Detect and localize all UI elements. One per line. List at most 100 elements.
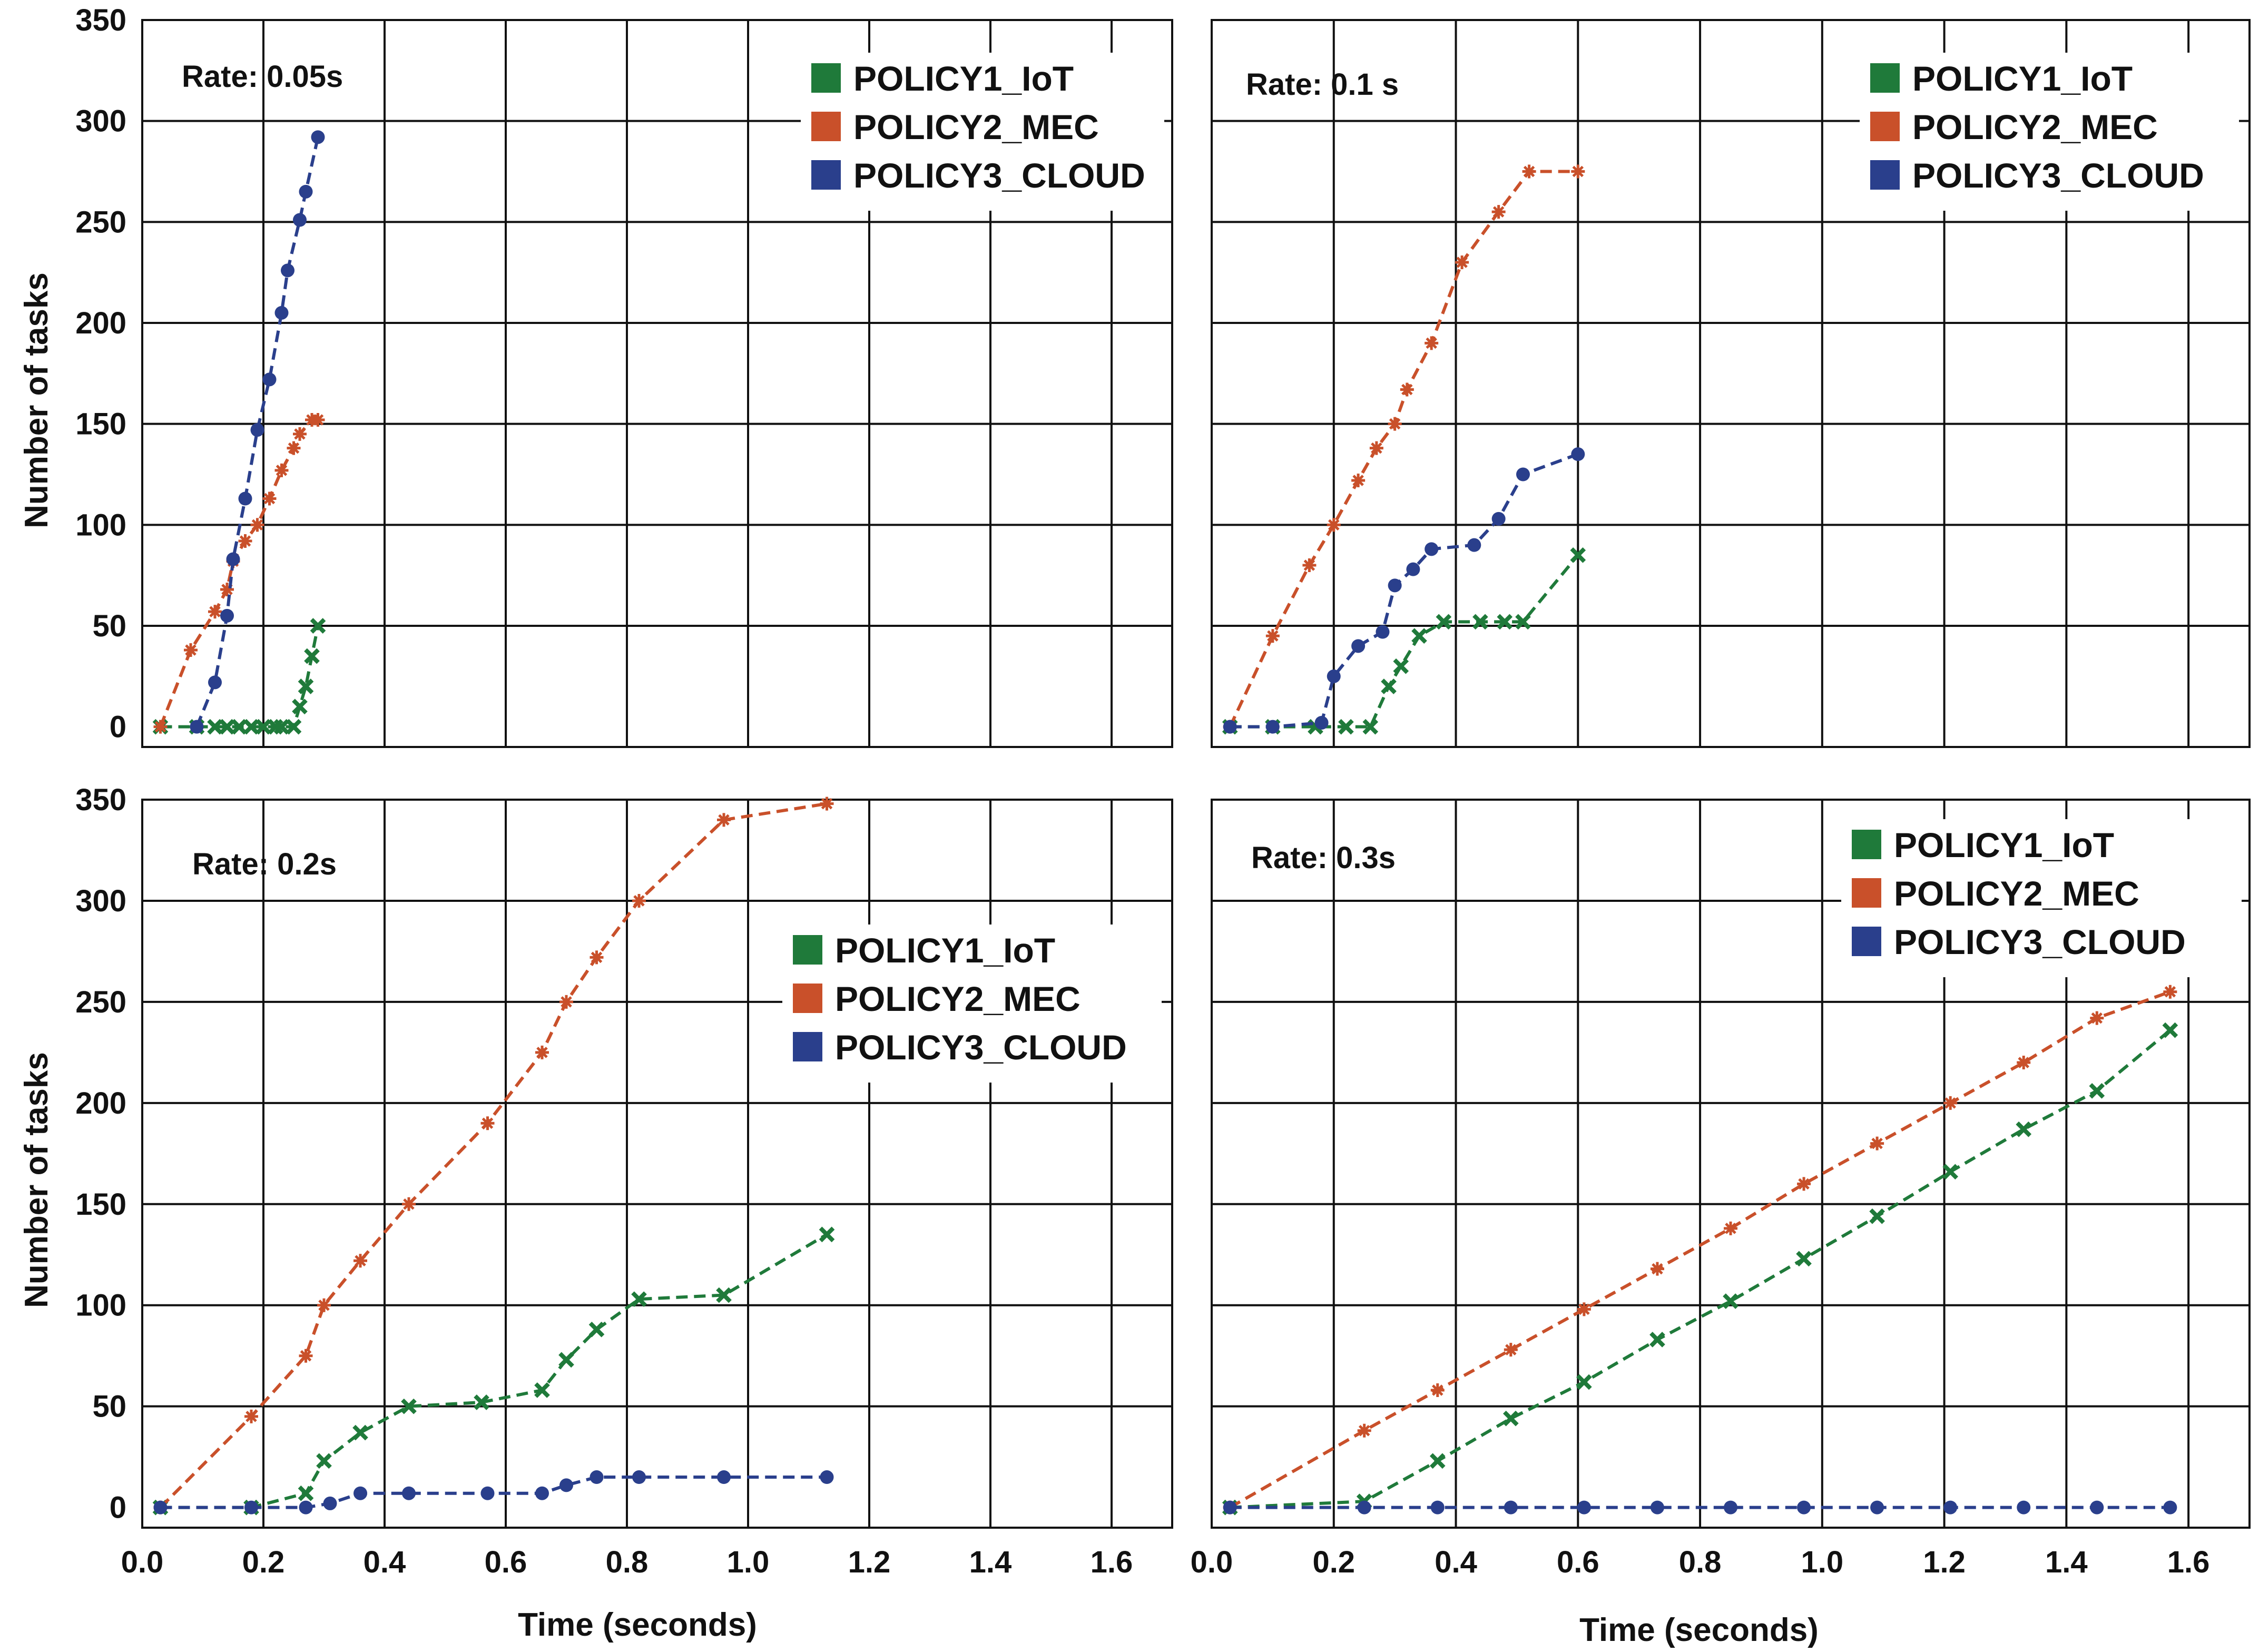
- legend-label: POLICY1_IoT: [1912, 59, 2133, 98]
- legend-box: [782, 925, 1162, 1083]
- legend-swatch: [811, 160, 841, 190]
- panel-title: Rate: 0.3s: [1251, 841, 1396, 875]
- data-point: [2089, 1083, 2105, 1099]
- data-point: [1411, 628, 1427, 644]
- data-point: [292, 699, 308, 715]
- legend-swatch: [811, 112, 841, 141]
- legend-swatch: [793, 984, 822, 1013]
- data-point: [1429, 1453, 1446, 1469]
- data-point: [262, 491, 277, 506]
- data-point: [1870, 1136, 1884, 1150]
- data-point: [1425, 336, 1439, 350]
- data-point: [1455, 255, 1469, 269]
- data-point: [474, 1394, 489, 1410]
- legend-label: POLICY3_CLOUD: [1912, 156, 2204, 195]
- data-point: [293, 427, 307, 441]
- legend-label: POLICY2_MEC: [835, 979, 1081, 1018]
- data-point: [311, 413, 325, 427]
- y-tick-label: 50: [92, 1390, 126, 1424]
- legend: POLICY1_IoT POLICY2_MEC POLICY3_CLOUD: [1841, 819, 2242, 977]
- data-point: [1515, 614, 1531, 630]
- x-tick-label: 0.2: [1312, 1545, 1355, 1579]
- legend-label: POLICY3_CLOUD: [1894, 922, 2186, 961]
- legend-swatch: [1870, 160, 1900, 190]
- y-tick-label: 250: [75, 205, 126, 239]
- data-point: [1870, 1500, 1884, 1515]
- data-point: [1571, 447, 1585, 461]
- data-point: [1223, 720, 1237, 734]
- data-point: [1436, 614, 1452, 630]
- data-point: [244, 1409, 258, 1423]
- data-point: [243, 719, 259, 735]
- x-tick-label: 0.6: [485, 1545, 527, 1579]
- data-point: [238, 491, 252, 506]
- legend-box: [1841, 819, 2242, 977]
- chart-panel-1: 0 50 100 150 200 250 300 350 Rate: 0.05s POLICY1_…: [75, 3, 1173, 748]
- data-point: [1942, 1164, 1959, 1180]
- data-point: [311, 130, 325, 144]
- data-point: [1388, 578, 1402, 593]
- data-point: [1723, 1293, 1739, 1309]
- data-point: [1430, 1383, 1445, 1397]
- data-point: [717, 1470, 731, 1484]
- data-point: [352, 1424, 368, 1441]
- data-point: [480, 1486, 495, 1500]
- data-point: [1388, 417, 1402, 431]
- data-point: [1650, 1262, 1664, 1276]
- data-point: [1724, 1221, 1737, 1235]
- data-point: [2162, 1022, 2178, 1038]
- data-point: [219, 719, 235, 735]
- data-point: [2017, 1500, 2031, 1515]
- data-point: [190, 720, 204, 734]
- x-tick-label: 1.6: [2167, 1545, 2210, 1579]
- data-point: [590, 950, 604, 965]
- data-point: [299, 184, 313, 199]
- y-tick-label: 200: [75, 306, 126, 340]
- legend: POLICY1_IoT POLICY2_MEC POLICY3_CLOUD: [782, 925, 1162, 1083]
- data-point: [1570, 547, 1586, 563]
- data-point: [2090, 1011, 2104, 1025]
- x-tick-label: 0.8: [1679, 1545, 1722, 1579]
- data-point: [1430, 1500, 1445, 1515]
- data-point: [238, 534, 252, 548]
- data-point: [1943, 1500, 1958, 1515]
- panel-title: Rate: 0.1 s: [1246, 67, 1399, 102]
- data-point: [1369, 441, 1383, 455]
- data-point: [208, 605, 222, 619]
- x-axis-title-right: Time (seconds): [1579, 1612, 1819, 1648]
- data-point: [1302, 558, 1317, 572]
- data-point: [631, 1291, 647, 1307]
- chart-panel-2: Rate: 0.1 s POLICY1_IoT POLICY2_MEC POLICY3…: [1211, 19, 2251, 748]
- plot-area: [141, 799, 1173, 1529]
- x-tick-label: 1.6: [1091, 1545, 1133, 1579]
- data-point: [2016, 1121, 2032, 1137]
- data-point: [480, 1116, 495, 1130]
- data-point: [304, 648, 320, 664]
- y-axis-title-bottom: Number of tasks: [18, 1052, 55, 1308]
- data-point: [559, 995, 573, 1009]
- y-tick-label: 200: [75, 1086, 126, 1120]
- data-point: [287, 441, 301, 455]
- data-point: [1504, 1500, 1518, 1515]
- data-point: [1376, 625, 1390, 639]
- data-point: [286, 719, 302, 735]
- data-point: [1314, 716, 1329, 730]
- data-point: [716, 1287, 732, 1303]
- data-point: [226, 552, 240, 566]
- data-point: [1649, 1332, 1665, 1348]
- y-tick-label: 100: [75, 1289, 126, 1323]
- data-point: [1393, 658, 1409, 674]
- x-tick-label: 0.4: [1435, 1545, 1477, 1579]
- data-point: [1576, 1374, 1592, 1390]
- x-tick-label: 1.2: [1923, 1545, 1966, 1579]
- data-point: [588, 1321, 605, 1338]
- data-point: [1327, 518, 1341, 532]
- x-tick-label: 0.4: [364, 1545, 406, 1579]
- legend-swatch: [1852, 927, 1881, 956]
- legend-label: POLICY1_IoT: [853, 59, 1074, 98]
- y-tick-label: 350: [75, 3, 126, 37]
- data-point: [2163, 1500, 2177, 1515]
- data-point: [1351, 474, 1366, 487]
- data-point: [535, 1045, 549, 1059]
